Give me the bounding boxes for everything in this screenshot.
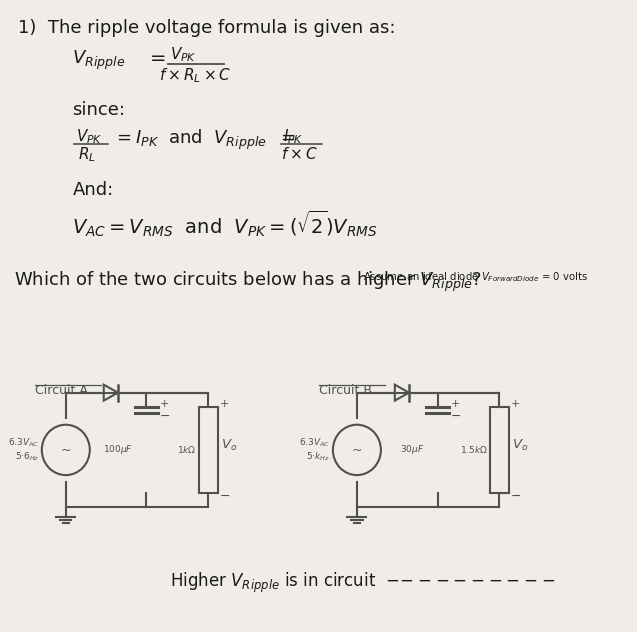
Text: 1$k\Omega$: 1$k\Omega$	[177, 444, 197, 456]
Text: $V_{AC} = V_{RMS}$  and  $V_{PK} = (\sqrt{2})V_{RMS}$: $V_{AC} = V_{RMS}$ and $V_{PK} = (\sqrt{…	[73, 209, 378, 239]
Text: 1.5$k\Omega$: 1.5$k\Omega$	[460, 444, 488, 456]
Text: +: +	[219, 399, 229, 409]
Text: ~: ~	[61, 444, 71, 456]
Text: 6.3$V_{AC}$: 6.3$V_{AC}$	[299, 437, 330, 449]
Text: −: −	[510, 490, 521, 502]
Text: −: −	[160, 410, 170, 423]
Text: $f \times R_L \times C$: $f \times R_L \times C$	[159, 66, 231, 85]
Text: Circuit B: Circuit B	[319, 384, 372, 397]
Bar	[490, 406, 508, 493]
Text: $R_L$: $R_L$	[78, 146, 96, 164]
Text: $f \times C$: $f \times C$	[281, 146, 318, 162]
Text: Circuit A: Circuit A	[34, 384, 87, 397]
Text: ~: ~	[352, 444, 362, 456]
Text: +: +	[160, 399, 169, 409]
Text: $30\mu F$: $30\mu F$	[400, 444, 424, 456]
Text: $V_o$: $V_o$	[512, 439, 529, 454]
Text: $=$: $=$	[147, 47, 166, 66]
Text: Assume an ideal diode $V_{Forward Diode}$ = 0 volts: Assume an ideal diode $V_{Forward Diode}…	[362, 270, 588, 284]
Text: $I_{PK}$: $I_{PK}$	[283, 127, 304, 145]
Text: +: +	[451, 399, 460, 409]
Text: 1)  The ripple voltage formula is given as:: 1) The ripple voltage formula is given a…	[18, 20, 396, 37]
Text: $V_{PK}$: $V_{PK}$	[170, 46, 197, 64]
Bar	[199, 406, 217, 493]
Text: $= I_{PK}$  and  $V_{Ripple}$  $=$: $= I_{PK}$ and $V_{Ripple}$ $=$	[113, 128, 296, 152]
Text: $V_o$: $V_o$	[221, 439, 238, 454]
Text: Higher $V_{Ripple}$ is in circuit  $-\!-\!-\!-\!-\!-\!-\!-\!-\!-$: Higher $V_{Ripple}$ is in circuit $-\!-\…	[170, 571, 555, 595]
Text: −: −	[451, 410, 461, 423]
Text: $V_{PK}$: $V_{PK}$	[76, 127, 103, 145]
Text: 6.3$V_{AC}$: 6.3$V_{AC}$	[8, 437, 39, 449]
Text: $100\mu F$: $100\mu F$	[103, 444, 133, 456]
Text: And:: And:	[73, 181, 113, 198]
Text: 5·$k_{Hz}$: 5·$k_{Hz}$	[306, 451, 330, 463]
Text: $V_{Ripple}$: $V_{Ripple}$	[73, 49, 125, 73]
Text: −: −	[219, 490, 230, 502]
Text: since:: since:	[73, 101, 125, 119]
Text: Which of the two circuits below has a higher $V_{Ripple}$?: Which of the two circuits below has a hi…	[13, 270, 482, 295]
Text: 5·6$_{Hz}$: 5·6$_{Hz}$	[15, 451, 39, 463]
Text: +: +	[510, 399, 520, 409]
